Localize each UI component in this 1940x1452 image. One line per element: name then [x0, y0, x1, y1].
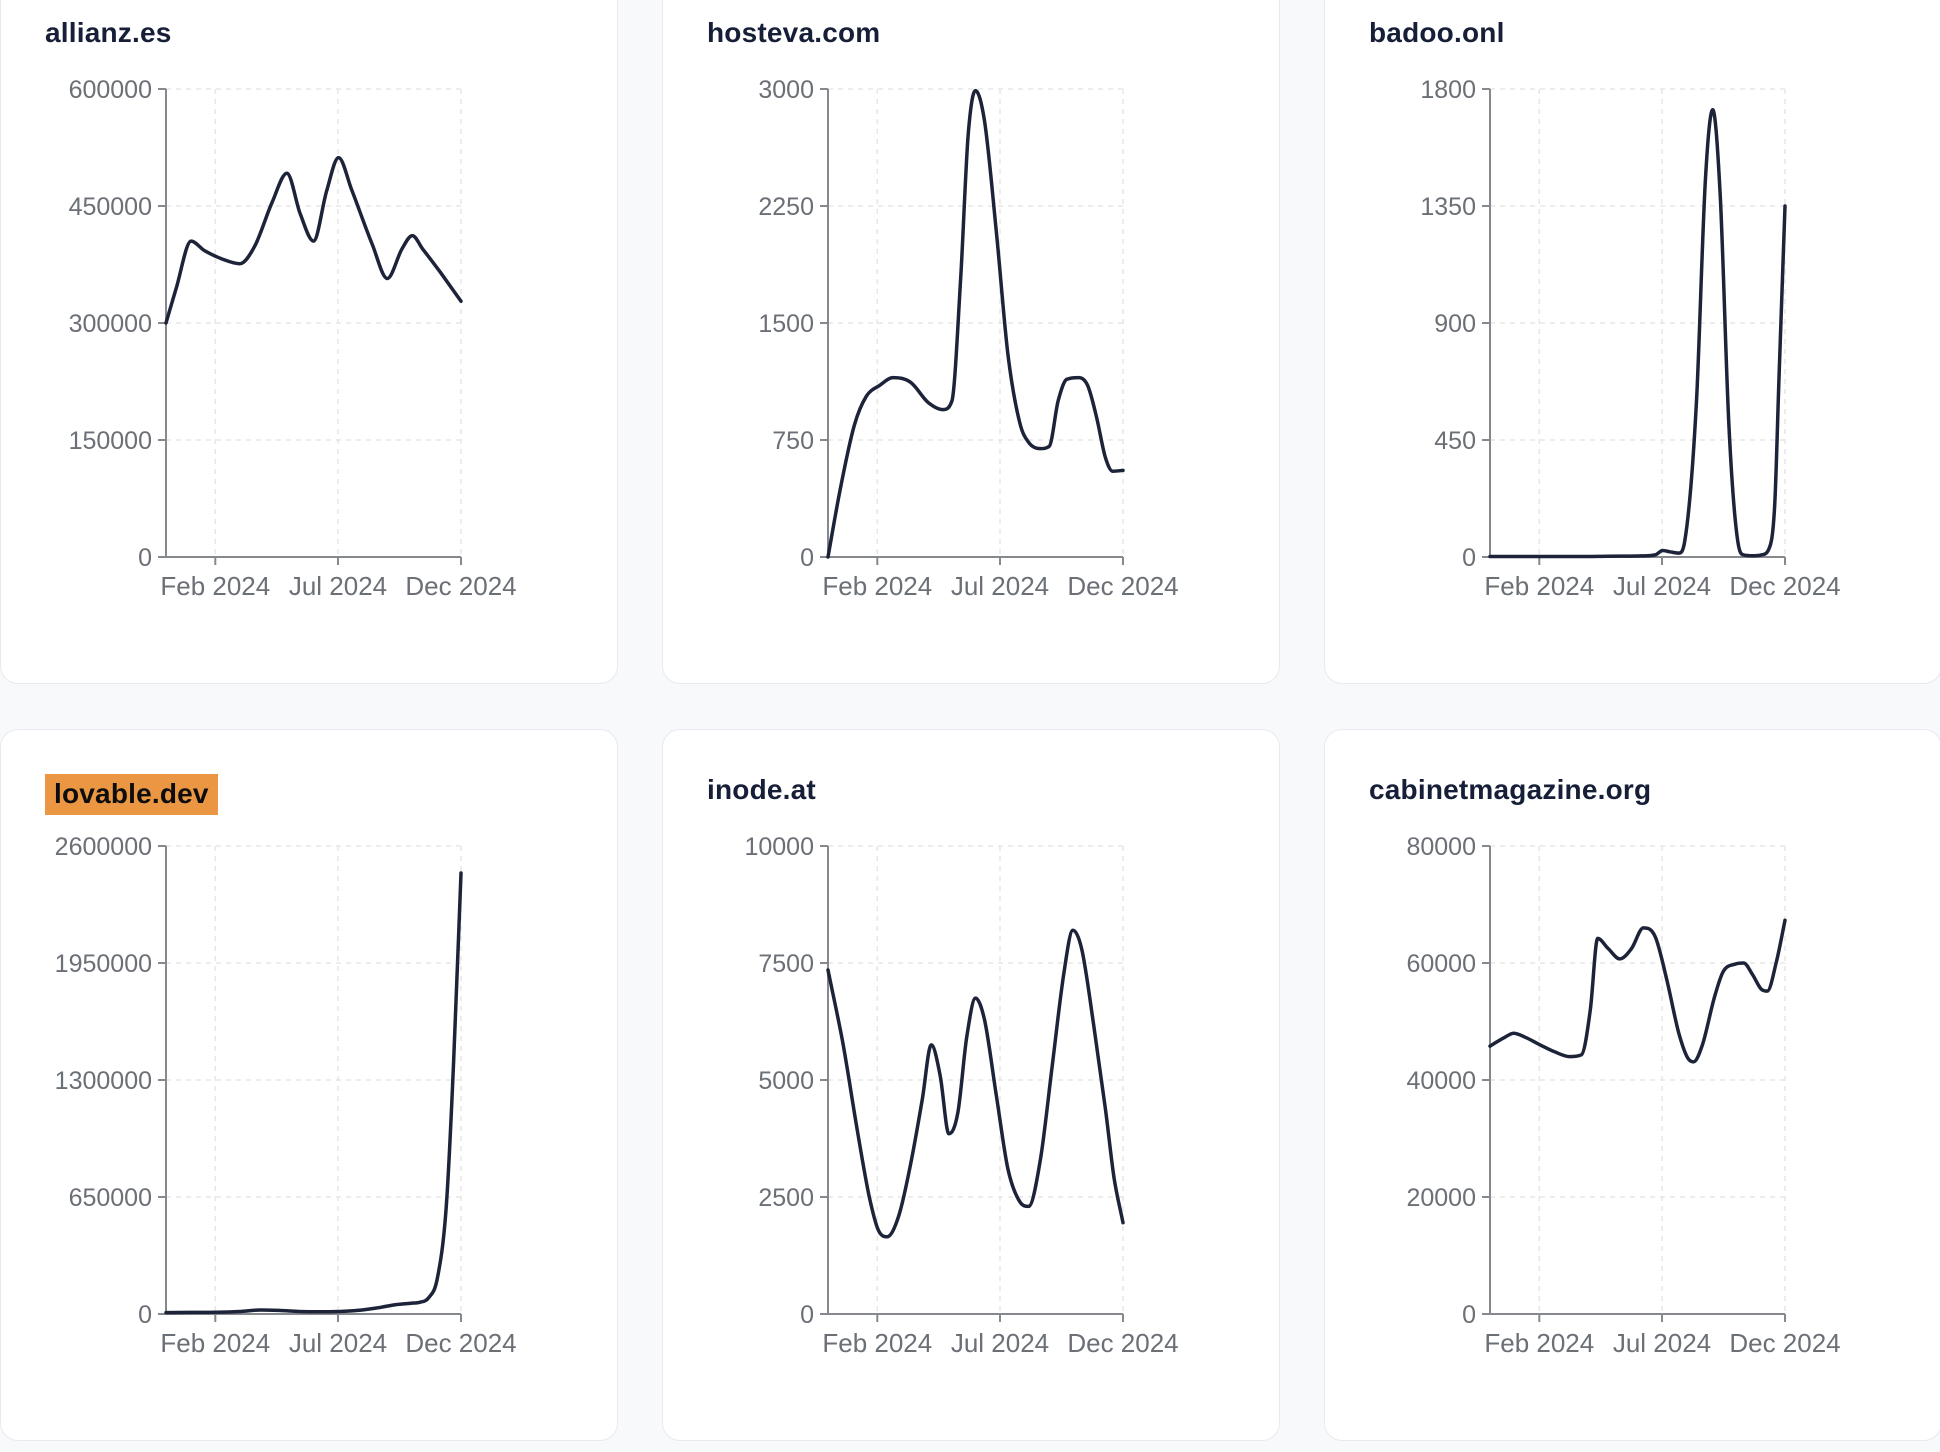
y-tick-label: 750 [772, 427, 814, 455]
y-tick-label: 650000 [69, 1184, 152, 1212]
y-tick-label: 1500 [758, 310, 814, 338]
chart-card-cabinetmagazine: cabinetmagazine.org 0 20000 40000 60000 8000… [1324, 729, 1940, 1441]
y-tick-label: 1300000 [55, 1067, 152, 1095]
chart-card-inode: inode.at 0 2500 5000 7500 10000 Feb 2024 Jul 2… [662, 729, 1280, 1441]
series-line [1488, 918, 1787, 1064]
x-tick-label: Jul 2024 [289, 1328, 387, 1358]
tick-labels: 0 150000 300000 450000 600000 Feb 2024 Jul 202… [69, 76, 517, 601]
axes [820, 845, 1124, 1322]
series-line [1488, 108, 1787, 559]
x-tick-label: Feb 2024 [822, 1328, 932, 1358]
x-tick-label: Dec 2024 [1067, 1328, 1178, 1358]
series-line [164, 871, 463, 1315]
y-tick-label: 0 [800, 1301, 814, 1329]
chart-title: badoo.onl [1369, 17, 1505, 49]
y-tick-label: 1800 [1420, 76, 1476, 104]
series-line [164, 155, 463, 325]
chart-title: inode.at [707, 774, 816, 806]
gridlines [828, 88, 1124, 557]
y-tick-label: 300000 [69, 310, 152, 338]
line-chart: 0 20000 40000 60000 80000 Feb 2024 Jul 2024 Dec… [1406, 833, 1840, 1358]
y-tick-label: 450 [1434, 427, 1476, 455]
y-tick-label: 1950000 [55, 950, 152, 978]
axes [158, 845, 462, 1322]
line-chart: 0 650000 1300000 1950000 2600000 Feb 2024 Jul … [55, 833, 517, 1358]
y-tick-label: 150000 [69, 427, 152, 455]
gridlines [166, 845, 462, 1314]
x-tick-label: Feb 2024 [1484, 571, 1594, 601]
line-chart: 0 150000 300000 450000 600000 Feb 2024 Jul 202… [69, 76, 517, 601]
y-tick-label: 10000 [744, 833, 814, 861]
x-tick-label: Feb 2024 [160, 571, 270, 601]
x-tick-label: Jul 2024 [951, 571, 1049, 601]
line-chart: 0 750 1500 2250 3000 Feb 2024 Jul 2024 Dec 2024 [758, 76, 1178, 601]
x-tick-label: Feb 2024 [822, 571, 932, 601]
series-line [826, 928, 1125, 1239]
tick-labels: 0 450 900 1350 1800 Feb 2024 Jul 2024 Dec 2024 [1420, 76, 1840, 601]
y-tick-label: 40000 [1406, 1067, 1476, 1095]
tick-labels: 0 20000 40000 60000 80000 Feb 2024 Jul 2024 Dec… [1406, 833, 1840, 1358]
x-tick-label: Jul 2024 [1613, 1328, 1711, 1358]
y-tick-label: 900 [1434, 310, 1476, 338]
y-tick-label: 5000 [758, 1067, 814, 1095]
y-tick-label: 2250 [758, 193, 814, 221]
y-tick-label: 450000 [69, 193, 152, 221]
x-tick-label: Feb 2024 [1484, 1328, 1594, 1358]
chart-title: allianz.es [45, 17, 172, 49]
y-tick-label: 0 [1462, 544, 1476, 572]
domain-label-highlighted: lovable.dev [45, 774, 218, 816]
chart-card-lovable: lovable.dev 0 650000 1300000 1950000 2600000… [0, 729, 618, 1441]
y-tick-label: 0 [1462, 1301, 1476, 1329]
chart-card-badoo: badoo.onl 0 450 900 1350 1800 Feb 2024 Jul 202… [1324, 0, 1940, 684]
chart-card-hosteva: hosteva.com 0 750 1500 2250 3000 Feb 2024 Jul … [662, 0, 1280, 684]
domain-label: hosteva.com [707, 17, 881, 48]
x-tick-label: Dec 2024 [1067, 571, 1178, 601]
tick-labels: 0 2500 5000 7500 10000 Feb 2024 Jul 2024 Dec 20… [744, 833, 1178, 1358]
y-tick-label: 60000 [1406, 950, 1476, 978]
domain-label: inode.at [707, 774, 816, 805]
y-tick-label: 7500 [758, 950, 814, 978]
y-tick-label: 0 [138, 544, 152, 572]
y-tick-label: 0 [138, 1301, 152, 1329]
axes [820, 88, 1124, 565]
chart-title: cabinetmagazine.org [1369, 774, 1651, 806]
y-tick-label: 80000 [1406, 833, 1476, 861]
y-tick-label: 2600000 [55, 833, 152, 861]
chart-title: hosteva.com [707, 17, 880, 49]
domain-label: badoo.onl [1369, 17, 1505, 48]
x-tick-label: Jul 2024 [951, 1328, 1049, 1358]
line-chart: 0 2500 5000 7500 10000 Feb 2024 Jul 2024 Dec 20… [744, 833, 1178, 1358]
y-tick-label: 1350 [1420, 193, 1476, 221]
x-tick-label: Feb 2024 [160, 1328, 270, 1358]
chart-title: lovable.dev [45, 774, 218, 816]
x-tick-label: Jul 2024 [1613, 571, 1711, 601]
series-line [826, 88, 1125, 559]
gridlines [1490, 88, 1786, 557]
tick-labels: 0 750 1500 2250 3000 Feb 2024 Jul 2024 Dec 2024 [758, 76, 1178, 601]
domain-label: cabinetmagazine.org [1369, 774, 1652, 805]
chart-card-allianz: allianz.es 0 150000 300000 450000 600000 Feb … [0, 0, 618, 684]
y-tick-label: 2500 [758, 1184, 814, 1212]
gridlines [166, 88, 462, 557]
y-tick-label: 0 [800, 544, 814, 572]
x-tick-label: Jul 2024 [289, 571, 387, 601]
x-tick-label: Dec 2024 [405, 1328, 516, 1358]
axes [1482, 845, 1786, 1322]
x-tick-label: Dec 2024 [405, 571, 516, 601]
domain-label: allianz.es [45, 17, 172, 48]
x-tick-label: Dec 2024 [1729, 1328, 1840, 1358]
x-tick-label: Dec 2024 [1729, 571, 1840, 601]
gridlines [828, 845, 1124, 1314]
y-tick-label: 20000 [1406, 1184, 1476, 1212]
y-tick-label: 600000 [69, 76, 152, 104]
y-tick-label: 3000 [758, 76, 814, 104]
axes [1482, 88, 1786, 565]
line-chart: 0 450 900 1350 1800 Feb 2024 Jul 2024 Dec 2024 [1420, 76, 1840, 601]
tick-labels: 0 650000 1300000 1950000 2600000 Feb 2024 Jul … [55, 833, 517, 1358]
axes [158, 88, 462, 565]
gridlines [1490, 845, 1786, 1314]
